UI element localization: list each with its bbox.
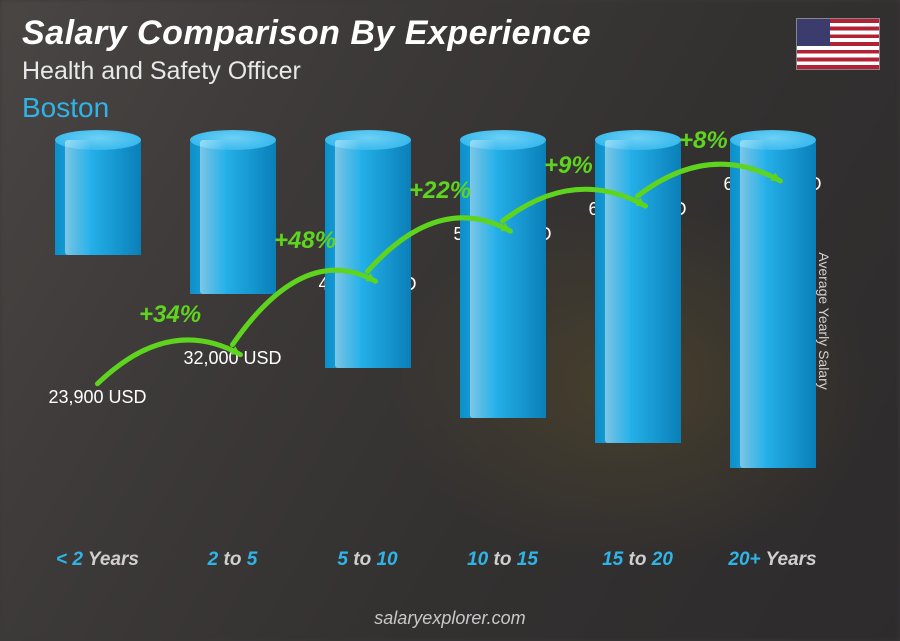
percent-increase-badge: +34% <box>139 301 201 329</box>
bar-x-label: 10 to 15 <box>467 549 538 571</box>
bar-highlight <box>65 140 91 255</box>
chart-subtitle: Health and Safety Officer <box>22 57 591 86</box>
bar-chart: 23,900 USD< 2 Years32,000 USD2 to 547,20… <box>30 140 840 571</box>
bar <box>730 140 816 468</box>
bar-value-label: 23,900 USD <box>48 387 146 408</box>
bar <box>595 140 681 443</box>
percent-increase-badge: +9% <box>544 152 593 180</box>
bar <box>460 140 546 418</box>
content: Salary Comparison By Experience Health a… <box>0 0 900 641</box>
bar-slot: 23,900 USD< 2 Years <box>30 140 165 541</box>
percent-increase-badge: +22% <box>409 177 471 205</box>
bar-x-label: < 2 Years <box>56 549 139 571</box>
bar-slot: 68,000 USD20+ Years <box>705 140 840 541</box>
percent-increase-badge: +8% <box>679 127 728 155</box>
chart-city: Boston <box>22 92 591 124</box>
bar-x-label: 2 to 5 <box>208 549 258 571</box>
bar-value-label: 32,000 USD <box>183 348 281 369</box>
percent-increase-badge: +48% <box>274 227 336 255</box>
chart-title: Salary Comparison By Experience <box>22 14 591 53</box>
bar-highlight <box>605 140 631 443</box>
bar <box>190 140 276 294</box>
bar-highlight <box>200 140 226 294</box>
bar-highlight <box>740 140 766 468</box>
bar-x-label: 20+ Years <box>728 549 816 571</box>
bar-slot: 62,800 USD15 to 20 <box>570 140 705 541</box>
flag-icon <box>796 18 880 70</box>
bar-highlight <box>335 140 361 368</box>
bar-x-label: 5 to 10 <box>337 549 397 571</box>
bar <box>55 140 141 255</box>
bar-slot: 32,000 USD2 to 5 <box>165 140 300 541</box>
bar-highlight <box>470 140 496 418</box>
title-block: Salary Comparison By Experience Health a… <box>22 14 591 124</box>
flag-canton <box>797 19 830 46</box>
bar <box>325 140 411 368</box>
footer-attribution: salaryexplorer.com <box>0 608 900 629</box>
bar-x-label: 15 to 20 <box>602 549 673 571</box>
